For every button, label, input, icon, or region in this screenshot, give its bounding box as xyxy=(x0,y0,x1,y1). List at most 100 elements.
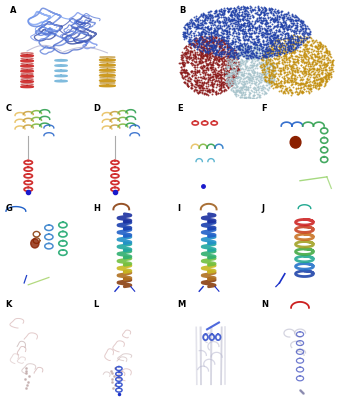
Point xyxy=(233,54,238,60)
Point xyxy=(204,51,209,57)
Point xyxy=(247,25,253,32)
Point xyxy=(272,23,278,29)
Point xyxy=(219,69,224,75)
Point xyxy=(191,44,197,50)
Point xyxy=(211,38,216,45)
Point xyxy=(242,50,248,56)
Point xyxy=(277,68,283,75)
Point xyxy=(230,39,236,45)
Point xyxy=(257,29,262,36)
Point xyxy=(273,81,278,88)
Point xyxy=(228,55,234,62)
Point xyxy=(196,58,202,64)
Point xyxy=(279,40,285,46)
Point xyxy=(233,33,238,40)
Point xyxy=(213,42,219,48)
Point xyxy=(276,48,282,54)
Point xyxy=(206,55,212,62)
Point xyxy=(190,40,196,46)
Point xyxy=(306,34,312,40)
Point xyxy=(267,61,273,67)
Point xyxy=(217,44,222,50)
Point xyxy=(230,88,236,94)
Point xyxy=(256,46,262,53)
Point xyxy=(185,80,190,86)
Point xyxy=(260,8,266,15)
Point xyxy=(234,21,240,28)
Point xyxy=(235,46,241,52)
Point xyxy=(197,34,203,40)
Point xyxy=(279,82,284,88)
Point xyxy=(203,56,209,63)
Point xyxy=(251,38,257,44)
Point xyxy=(244,20,250,26)
Point xyxy=(310,60,315,66)
Point xyxy=(251,54,256,61)
Point xyxy=(211,42,217,48)
Point xyxy=(273,17,278,23)
Point xyxy=(272,56,278,62)
Point xyxy=(236,37,241,44)
Point xyxy=(291,32,297,39)
Point xyxy=(311,51,317,57)
Point xyxy=(225,24,230,30)
Point xyxy=(251,44,257,50)
Point xyxy=(221,10,227,17)
Point xyxy=(242,33,248,40)
Point xyxy=(271,7,277,14)
Point xyxy=(281,28,286,34)
Point xyxy=(225,33,231,39)
Point xyxy=(303,42,309,48)
Point xyxy=(210,77,215,84)
Point xyxy=(216,46,222,52)
Point xyxy=(207,19,213,26)
Point xyxy=(225,62,230,68)
Point xyxy=(208,64,213,71)
Point xyxy=(180,60,185,66)
Point xyxy=(270,69,275,75)
Point xyxy=(233,12,239,18)
Point xyxy=(299,85,304,91)
Point xyxy=(258,32,264,38)
Point xyxy=(207,37,213,43)
Point xyxy=(224,67,230,74)
Point xyxy=(266,56,272,63)
Point xyxy=(255,86,261,92)
Point xyxy=(234,66,240,72)
Point xyxy=(211,54,217,60)
Point xyxy=(269,61,274,67)
Point xyxy=(252,10,258,16)
Point xyxy=(192,77,197,83)
Point xyxy=(208,12,213,18)
Point xyxy=(230,48,235,54)
Point xyxy=(223,78,229,85)
Point xyxy=(269,73,274,79)
Point xyxy=(285,26,291,32)
Point xyxy=(276,44,282,50)
Point xyxy=(196,30,201,36)
Point xyxy=(232,50,238,57)
Point xyxy=(300,40,305,47)
Point xyxy=(318,50,324,57)
Point xyxy=(187,54,192,60)
Point xyxy=(212,44,218,51)
Point xyxy=(286,46,291,53)
Point xyxy=(215,36,221,42)
Point xyxy=(189,59,194,66)
Point xyxy=(192,72,197,78)
Point xyxy=(311,75,317,81)
Point xyxy=(267,75,273,81)
Point xyxy=(256,91,261,97)
Point xyxy=(238,6,243,12)
Point xyxy=(269,48,274,55)
Point xyxy=(234,70,240,76)
Point xyxy=(232,60,237,66)
Point xyxy=(212,66,218,72)
Point xyxy=(260,64,266,71)
Point xyxy=(196,22,201,28)
Point xyxy=(203,28,208,34)
Point xyxy=(196,82,201,89)
Point xyxy=(211,43,217,50)
Point xyxy=(282,76,287,82)
Point xyxy=(202,87,207,94)
